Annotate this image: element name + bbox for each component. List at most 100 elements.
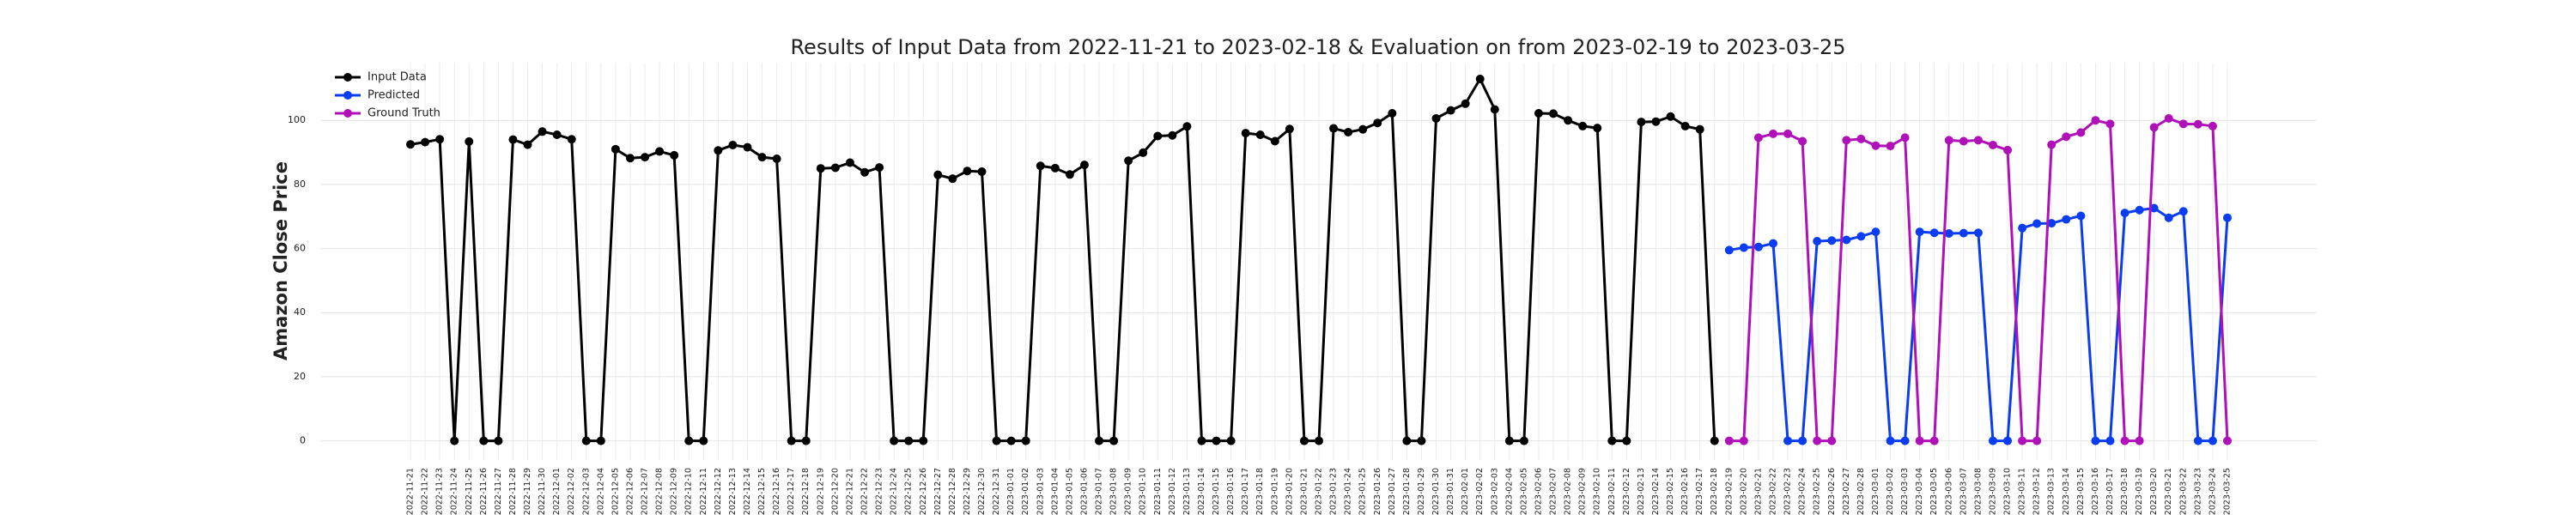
data-point	[1637, 118, 1646, 127]
data-point	[1388, 108, 1397, 118]
data-point	[1139, 148, 1148, 157]
x-tick-label: 2022-12-10	[684, 468, 694, 515]
data-point	[1783, 129, 1793, 138]
data-point	[581, 436, 591, 445]
data-point	[1065, 170, 1074, 179]
data-point	[2135, 436, 2144, 445]
data-point	[2208, 436, 2217, 445]
data-point	[1856, 232, 1866, 241]
x-tick-label: 2023-01-19	[1270, 468, 1279, 515]
x-tick-label: 2022-12-20	[830, 468, 840, 515]
data-point	[508, 135, 518, 144]
data-point	[1988, 436, 1997, 445]
data-point	[2120, 436, 2129, 445]
x-tick-label: 2023-01-20	[1285, 468, 1294, 515]
x-tick-label: 2023-03-25	[2223, 468, 2233, 515]
x-tick-label: 2023-02-05	[1519, 468, 1528, 515]
x-tick-label: 2023-02-13	[1637, 468, 1646, 515]
data-point	[1373, 118, 1382, 128]
data-point	[1109, 436, 1119, 445]
x-tick-label: 2022-12-12	[714, 468, 723, 515]
x-tick-label: 2023-03-17	[2105, 468, 2115, 515]
x-tick-label: 2023-03-20	[2149, 468, 2159, 515]
data-point	[1827, 436, 1837, 445]
data-point	[2120, 209, 2129, 218]
data-point	[1813, 436, 1822, 445]
data-point	[2018, 436, 2027, 445]
data-point	[801, 436, 811, 445]
x-tick-label: 2022-12-04	[596, 468, 605, 515]
x-tick-label: 2023-01-13	[1182, 468, 1192, 515]
data-point	[1695, 124, 1704, 134]
x-tick-label: 2023-01-06	[1079, 468, 1089, 515]
data-point	[435, 135, 445, 144]
x-tick-label: 2022-11-22	[421, 468, 430, 515]
x-tick-label: 2023-02-15	[1666, 468, 1675, 515]
x-tick-label: 2023-01-14	[1197, 468, 1206, 515]
x-tick-label: 2023-02-27	[1842, 468, 1851, 515]
data-point	[1710, 436, 1719, 445]
x-tick-label: 2023-03-14	[2062, 468, 2071, 515]
data-point	[611, 144, 620, 154]
x-tick-label: 2023-02-12	[1622, 468, 1631, 515]
x-tick-label: 2023-02-10	[1593, 468, 1602, 515]
x-tick-label: 2022-12-02	[567, 468, 576, 515]
data-point	[1050, 163, 1060, 173]
data-point	[977, 167, 987, 176]
x-tick-label: 2023-03-09	[1988, 468, 1997, 515]
x-tick-label: 2022-12-03	[581, 468, 591, 515]
data-point	[2149, 203, 2159, 213]
chart-title: Results of Input Data from 2022-11-21 to…	[790, 35, 1845, 59]
data-point	[1079, 161, 1089, 170]
data-point	[567, 135, 576, 144]
x-tick-label: 2022-11-30	[538, 468, 547, 515]
data-point	[1212, 436, 1221, 445]
data-point	[1988, 140, 1997, 149]
data-point	[2062, 132, 2071, 142]
x-tick-label: 2022-12-24	[890, 468, 899, 515]
data-point	[2032, 219, 2042, 228]
x-tick-label: 2023-03-03	[1900, 468, 1910, 515]
x-tick-label: 2023-02-16	[1680, 468, 1690, 515]
data-point	[1813, 236, 1822, 245]
x-tick-label: 2023-01-10	[1139, 468, 1148, 515]
x-tick-label: 2022-11-29	[523, 468, 532, 515]
legend-marker	[343, 91, 352, 100]
legend-marker	[343, 109, 352, 118]
data-point	[1959, 136, 1968, 146]
x-tick-label: 2023-01-17	[1241, 468, 1250, 515]
x-tick-label: 2023-01-04	[1050, 468, 1060, 515]
x-tick-label: 2022-12-11	[699, 468, 708, 515]
data-point	[1036, 161, 1045, 171]
data-point	[1827, 236, 1837, 245]
data-point	[1973, 136, 1983, 145]
x-tick-label: 2023-01-23	[1329, 468, 1339, 515]
data-point	[684, 436, 694, 445]
x-tick-label: 2022-12-29	[963, 468, 972, 515]
data-point	[2076, 211, 2086, 221]
data-point	[1871, 141, 1880, 150]
x-tick-label: 2023-01-24	[1344, 468, 1353, 515]
data-point	[2178, 207, 2188, 216]
x-tick-label: 2023-01-05	[1065, 468, 1074, 515]
data-point	[1753, 133, 1763, 142]
data-point	[1402, 436, 1412, 445]
data-point	[1842, 136, 1851, 145]
data-point	[641, 153, 650, 162]
data-point	[1417, 436, 1426, 445]
data-point	[1315, 436, 1323, 445]
data-point	[714, 146, 723, 155]
x-tick-label: 2023-02-21	[1753, 468, 1763, 515]
data-point	[538, 127, 547, 136]
data-point	[1680, 121, 1690, 130]
data-point	[1197, 436, 1206, 445]
data-point	[1153, 131, 1163, 141]
x-tick-label: 2023-03-01	[1871, 468, 1880, 515]
x-tick-label: 2022-11-21	[406, 468, 416, 515]
x-tick-label: 2023-01-21	[1299, 468, 1309, 515]
data-point	[933, 170, 943, 179]
x-tick-label: 2023-01-01	[1006, 468, 1016, 515]
series-line	[410, 77, 1716, 443]
data-point	[1607, 436, 1617, 445]
